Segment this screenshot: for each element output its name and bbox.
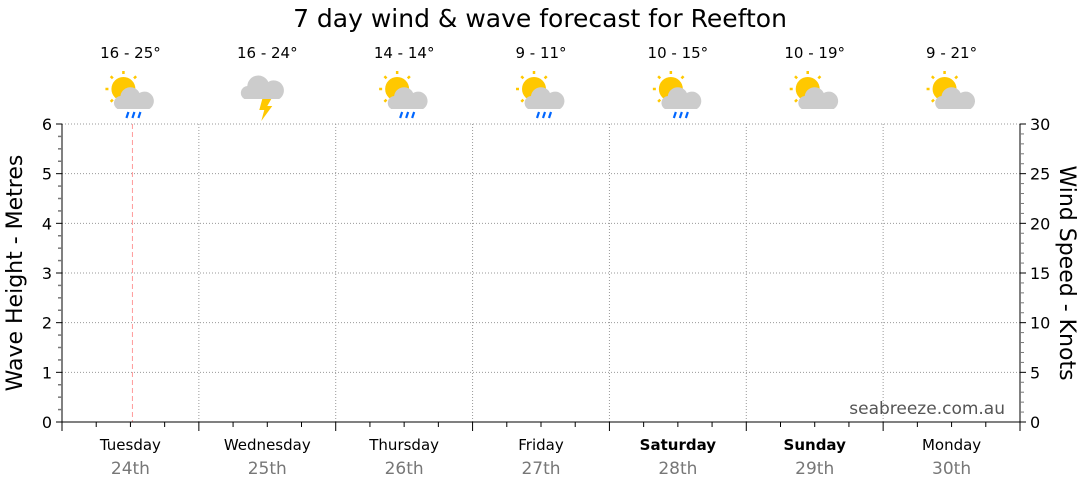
- right-tick-label: 10: [1030, 314, 1050, 333]
- sun-ray-icon: [657, 75, 662, 80]
- cloud-icon: [935, 87, 975, 109]
- day-temperature: 10 - 19°: [784, 44, 845, 62]
- cloud-icon: [798, 87, 839, 109]
- right-tick-label: 20: [1030, 214, 1050, 233]
- rain-icon: [684, 111, 689, 119]
- left-tick-label: 4: [42, 214, 52, 233]
- right-tick-label: 5: [1030, 363, 1040, 382]
- day-label: Friday: [518, 436, 564, 454]
- left-tick-label: 2: [42, 314, 52, 333]
- date-label: 29th: [795, 459, 834, 479]
- cloud-icon: [387, 87, 428, 109]
- rain-icon: [137, 111, 142, 119]
- rain-icon: [411, 111, 416, 119]
- sun-ray-icon: [954, 75, 959, 80]
- rain-icon: [131, 111, 136, 119]
- rain-icon: [678, 111, 683, 119]
- date-label: 26th: [385, 459, 424, 479]
- rain-icon: [672, 111, 677, 119]
- right-tick-label: 0: [1030, 413, 1040, 432]
- sun-ray-icon: [109, 75, 114, 80]
- rain-icon: [399, 111, 404, 119]
- date-label: 24th: [111, 459, 150, 479]
- sun-ray-icon: [794, 75, 798, 80]
- right-tick-label: 25: [1030, 165, 1050, 184]
- day-temperature: 16 - 24°: [237, 44, 298, 62]
- sun-ray-icon: [133, 75, 138, 80]
- sun-ray-icon: [383, 98, 388, 103]
- left-tick-label: 6: [42, 115, 52, 134]
- day-temperature: 10 - 15°: [648, 44, 709, 62]
- sun-ray-icon: [520, 98, 525, 103]
- cloud-icon: [661, 87, 702, 109]
- cloud-icon: [524, 87, 565, 109]
- day-temperature: 9 - 21°: [926, 44, 977, 62]
- left-axis-title: Wave Height - Metres: [3, 155, 28, 392]
- day-label: Saturday: [640, 436, 717, 454]
- left-tick-label: 1: [42, 363, 52, 382]
- lightning-icon: [259, 99, 273, 121]
- day-temperature: 16 - 25°: [100, 44, 161, 62]
- day-label: Tuesday: [99, 436, 161, 454]
- right-axis-title: Wind Speed - Knots: [1054, 165, 1079, 380]
- right-tick-label: 15: [1030, 264, 1050, 283]
- day-temperature: 9 - 11°: [515, 44, 566, 62]
- left-tick-label: 3: [42, 264, 52, 283]
- left-tick-label: 5: [42, 165, 52, 184]
- sun-ray-icon: [406, 75, 411, 80]
- sun-ray-icon: [520, 75, 525, 80]
- day-label: Sunday: [784, 436, 847, 454]
- date-label: 30th: [932, 459, 971, 479]
- sun-ray-icon: [543, 75, 548, 80]
- rain-icon: [535, 111, 541, 119]
- date-label: 28th: [658, 459, 697, 479]
- rain-icon: [547, 111, 553, 119]
- day-label: Monday: [922, 436, 981, 454]
- cloud-icon: [240, 75, 284, 99]
- date-label: 27th: [521, 459, 560, 479]
- sun-ray-icon: [817, 75, 822, 80]
- sun-ray-icon: [657, 98, 662, 103]
- cloud-icon: [113, 87, 154, 109]
- rain-icon: [125, 111, 130, 119]
- day-label: Thursday: [368, 436, 439, 454]
- day-temperature: 14 - 14°: [374, 44, 435, 62]
- rain-icon: [405, 111, 410, 119]
- sun-ray-icon: [794, 98, 798, 103]
- right-tick-label: 30: [1030, 115, 1050, 134]
- sun-ray-icon: [930, 98, 935, 103]
- sun-ray-icon: [109, 98, 114, 103]
- date-label: 25th: [248, 459, 287, 479]
- watermark: seabreeze.com.au: [849, 399, 1005, 419]
- sun-ray-icon: [930, 75, 935, 80]
- chart-title: 7 day wind & wave forecast for Reefton: [293, 4, 787, 33]
- sun-ray-icon: [383, 75, 388, 80]
- sun-ray-icon: [680, 75, 685, 80]
- left-tick-label: 0: [42, 413, 52, 432]
- rain-icon: [541, 111, 547, 119]
- day-label: Wednesday: [224, 436, 311, 454]
